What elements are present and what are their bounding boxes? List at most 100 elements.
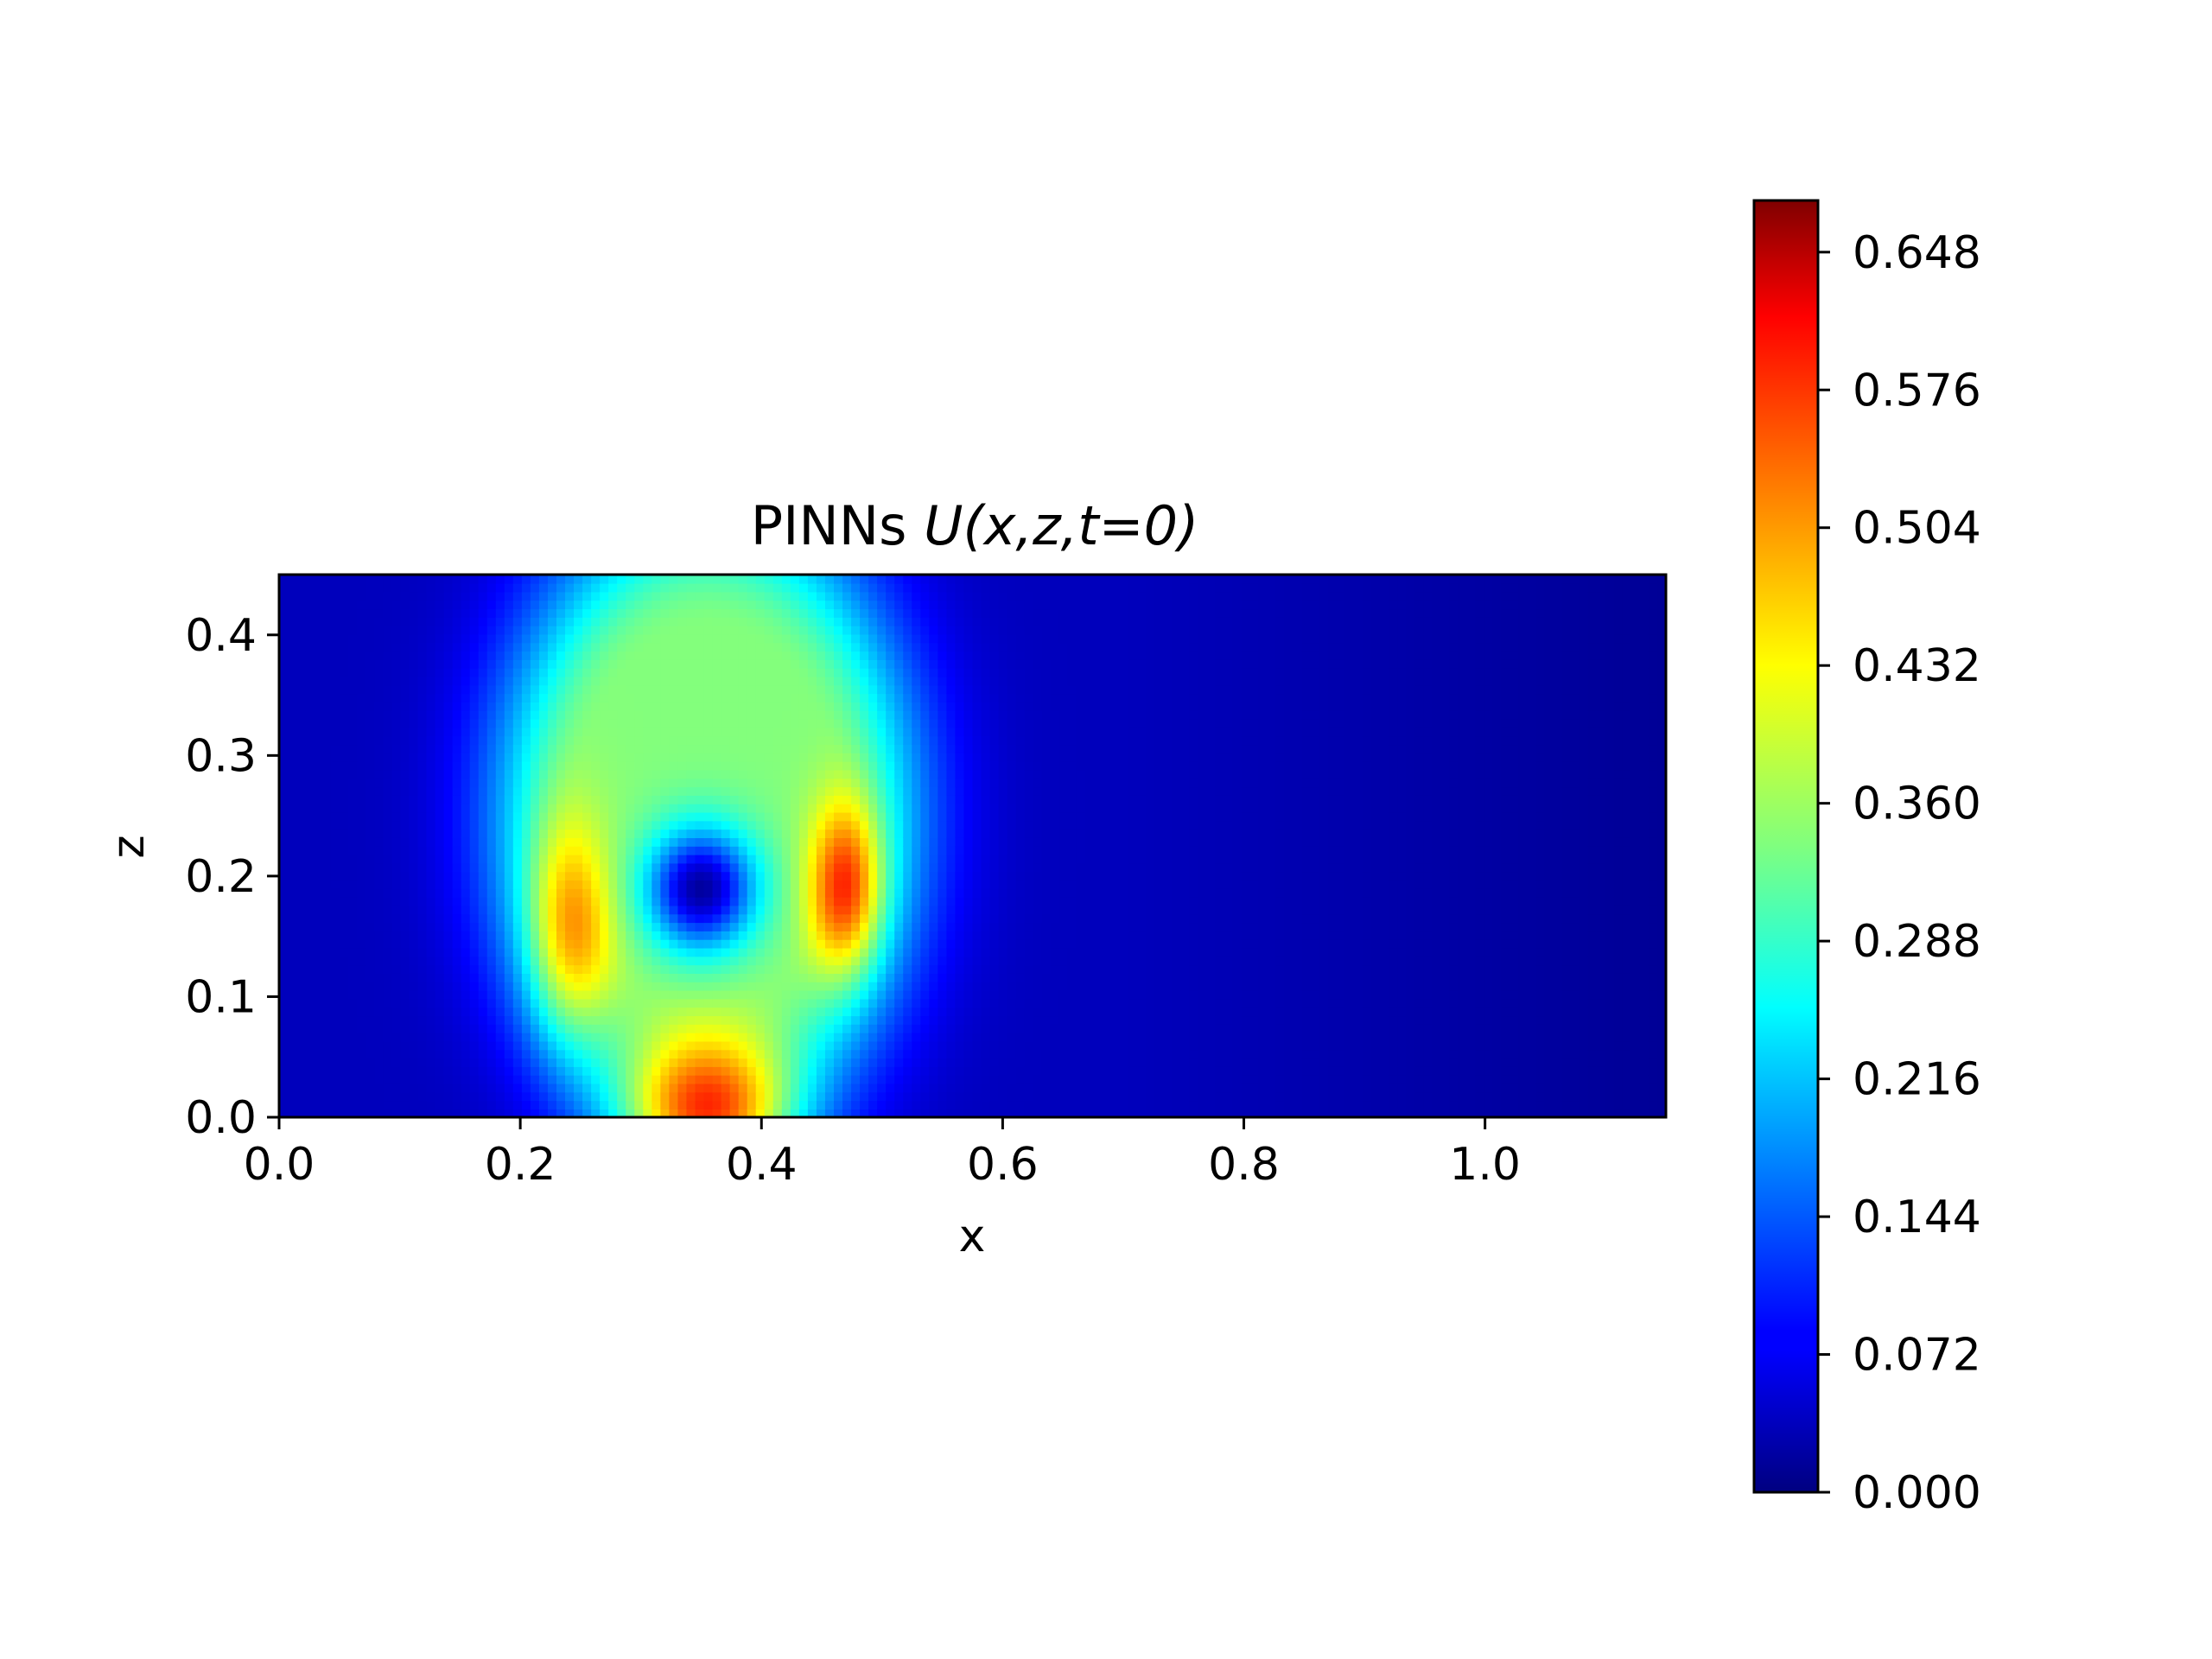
heatmap-cell bbox=[634, 922, 645, 931]
heatmap-cell bbox=[747, 667, 757, 677]
heatmap-cell bbox=[755, 1049, 766, 1059]
heatmap-cell bbox=[608, 871, 619, 881]
heatmap-cell bbox=[348, 651, 359, 660]
heatmap-cell bbox=[383, 956, 393, 966]
heatmap-cell bbox=[634, 973, 645, 982]
heatmap-cell bbox=[340, 769, 350, 779]
heatmap-cell bbox=[512, 1091, 523, 1102]
heatmap-cell bbox=[565, 1100, 575, 1109]
heatmap-cell bbox=[738, 846, 748, 855]
heatmap-cell bbox=[357, 837, 367, 847]
heatmap-cell bbox=[695, 1066, 705, 1076]
heatmap-cell bbox=[894, 896, 905, 906]
heatmap-cell bbox=[747, 956, 757, 966]
heatmap-cell bbox=[600, 591, 609, 601]
heatmap-cell bbox=[400, 1058, 410, 1067]
heatmap-cell bbox=[920, 753, 931, 762]
heatmap-cell bbox=[461, 676, 471, 686]
heatmap-cell bbox=[669, 710, 679, 720]
heatmap-cell bbox=[747, 702, 757, 711]
heatmap-cell bbox=[443, 1100, 454, 1109]
heatmap-cell bbox=[781, 862, 791, 873]
heatmap-cell bbox=[374, 795, 385, 804]
heatmap-cell bbox=[643, 625, 653, 635]
heatmap-cell bbox=[504, 651, 514, 660]
heatmap-cell bbox=[946, 718, 957, 728]
heatmap-cell bbox=[703, 811, 714, 822]
heatmap-cell bbox=[703, 617, 714, 626]
heatmap-cell bbox=[842, 642, 852, 652]
heatmap-cell bbox=[634, 1091, 645, 1102]
heatmap-cell bbox=[617, 625, 627, 635]
heatmap-cell bbox=[443, 795, 454, 804]
heatmap-cell bbox=[530, 591, 540, 601]
heatmap-cell bbox=[877, 575, 887, 584]
heatmap-cell bbox=[920, 862, 931, 873]
heatmap-cell bbox=[565, 938, 575, 949]
heatmap-cell bbox=[929, 880, 939, 889]
heatmap-cell bbox=[798, 1100, 809, 1109]
heatmap-cell bbox=[903, 617, 913, 626]
heatmap-cell bbox=[938, 905, 948, 915]
heatmap-cell bbox=[582, 769, 592, 779]
heatmap-cell bbox=[348, 710, 359, 720]
heatmap-cell bbox=[798, 811, 809, 822]
heatmap-cell bbox=[781, 795, 791, 804]
heatmap-cell bbox=[772, 718, 783, 728]
heatmap-cell bbox=[530, 753, 540, 762]
heatmap-cell bbox=[772, 1015, 783, 1025]
heatmap-cell bbox=[860, 956, 869, 966]
heatmap-cell bbox=[279, 1024, 289, 1033]
heatmap-cell bbox=[279, 575, 289, 584]
heatmap-cell bbox=[842, 617, 852, 626]
heatmap-cell bbox=[314, 956, 323, 966]
heatmap-cell bbox=[486, 1109, 497, 1117]
heatmap-cell bbox=[565, 684, 575, 695]
heatmap-cell bbox=[296, 956, 306, 966]
heatmap-cell bbox=[790, 913, 800, 924]
heatmap-cell bbox=[478, 744, 488, 753]
heatmap-cell bbox=[772, 582, 783, 593]
heatmap-cell bbox=[486, 642, 497, 652]
heatmap-cell bbox=[894, 676, 905, 686]
heatmap-cell bbox=[617, 973, 627, 982]
heatmap-cell bbox=[443, 922, 454, 931]
heatmap-cell bbox=[486, 1083, 497, 1093]
heatmap-cell bbox=[626, 947, 636, 957]
heatmap-cell bbox=[886, 964, 896, 974]
heatmap-cell bbox=[409, 811, 419, 822]
heatmap-cell bbox=[877, 591, 887, 601]
heatmap-cell bbox=[912, 1015, 922, 1025]
heatmap-cell bbox=[703, 1100, 714, 1109]
heatmap-cell bbox=[842, 667, 852, 677]
heatmap-cell bbox=[348, 727, 359, 737]
heatmap-cell bbox=[824, 600, 835, 610]
heatmap-cell bbox=[747, 778, 757, 788]
heatmap-cell bbox=[677, 880, 688, 889]
heatmap-cell bbox=[738, 575, 748, 584]
heatmap-cell bbox=[868, 803, 878, 813]
heatmap-cell bbox=[547, 1066, 557, 1076]
heatmap-cell bbox=[288, 702, 297, 711]
heatmap-cell bbox=[608, 684, 619, 695]
heatmap-cell bbox=[643, 608, 653, 618]
heatmap-cell bbox=[521, 769, 531, 779]
heatmap-cell bbox=[772, 1049, 783, 1059]
heatmap-cell bbox=[877, 617, 887, 626]
heatmap-cell bbox=[591, 744, 601, 753]
heatmap-cell bbox=[920, 998, 931, 1008]
heatmap-cell bbox=[755, 947, 766, 957]
heatmap-cell bbox=[703, 1066, 714, 1076]
heatmap-cell bbox=[920, 1007, 931, 1017]
heatmap-cell bbox=[374, 735, 385, 746]
heatmap-cell bbox=[512, 760, 523, 771]
heatmap-cell bbox=[677, 905, 688, 915]
heatmap-cell bbox=[591, 617, 601, 626]
heatmap-cell bbox=[703, 888, 714, 898]
heatmap-cell bbox=[729, 676, 740, 686]
heatmap-cell bbox=[565, 760, 575, 771]
heatmap-cell bbox=[296, 982, 306, 991]
heatmap-cell bbox=[582, 1032, 592, 1042]
heatmap-cell bbox=[305, 1040, 315, 1051]
heatmap-cell bbox=[790, 1032, 800, 1042]
